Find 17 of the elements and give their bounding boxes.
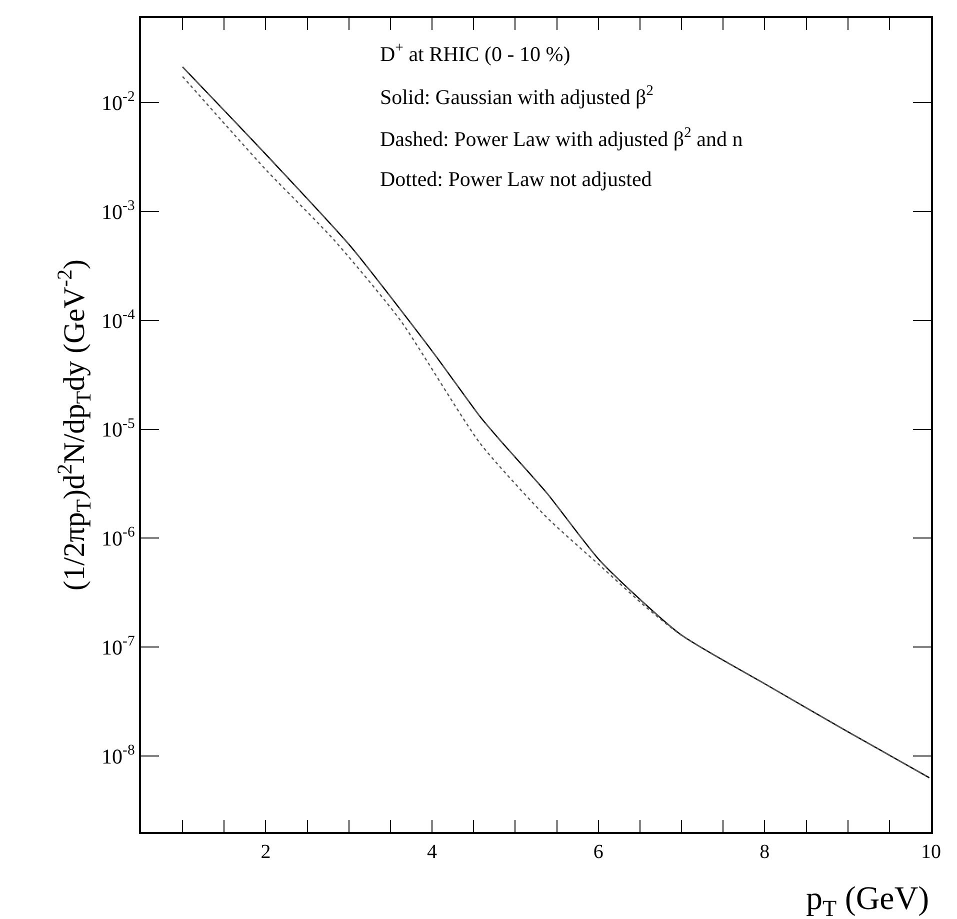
x-tick-label: 2 [260, 841, 271, 863]
x-tick-label: 6 [593, 841, 604, 863]
y-tick-label: 10$^{-4}$ [102, 306, 136, 333]
y-tick-label: 10$^{-6}$ [102, 524, 135, 551]
y-tick-label: 10$^{-2}$ [102, 89, 135, 116]
annotation: D$^{+}$ at RHIC (0 - 10 %) [380, 40, 570, 66]
x-tick-label: 4 [427, 841, 438, 863]
annotation: Dotted: Power Law not adjusted [380, 167, 652, 191]
annotation: Dashed: Power Law with adjusted β$^{2}$ and n [380, 125, 744, 151]
y-tick-label: 10$^{-3}$ [102, 198, 135, 224]
x-axis-title: p$_{T}$ (GeV) [806, 881, 930, 919]
y-tick-label: 10$^{-7}$ [102, 634, 135, 660]
x-tick-label: 8 [760, 841, 770, 863]
annotation: Solid: Gaussian with adjusted β$^{2}$ [380, 83, 654, 109]
y-tick-label: 10$^{-8}$ [102, 742, 135, 768]
y-tick-label: 10$^{-5}$ [102, 416, 135, 442]
x-tick-label: 10 [921, 841, 941, 863]
